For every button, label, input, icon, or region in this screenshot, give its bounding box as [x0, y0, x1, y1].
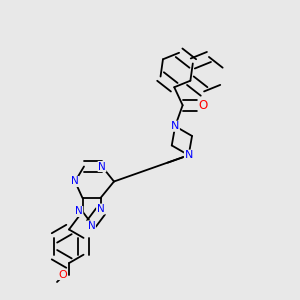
Text: O: O: [198, 99, 207, 112]
Text: N: N: [97, 204, 104, 214]
Text: O: O: [58, 269, 67, 280]
Text: N: N: [184, 150, 193, 160]
Text: N: N: [75, 206, 83, 217]
Text: N: N: [88, 221, 95, 231]
Text: N: N: [98, 161, 106, 172]
Text: N: N: [171, 121, 179, 131]
Text: N: N: [71, 176, 79, 187]
